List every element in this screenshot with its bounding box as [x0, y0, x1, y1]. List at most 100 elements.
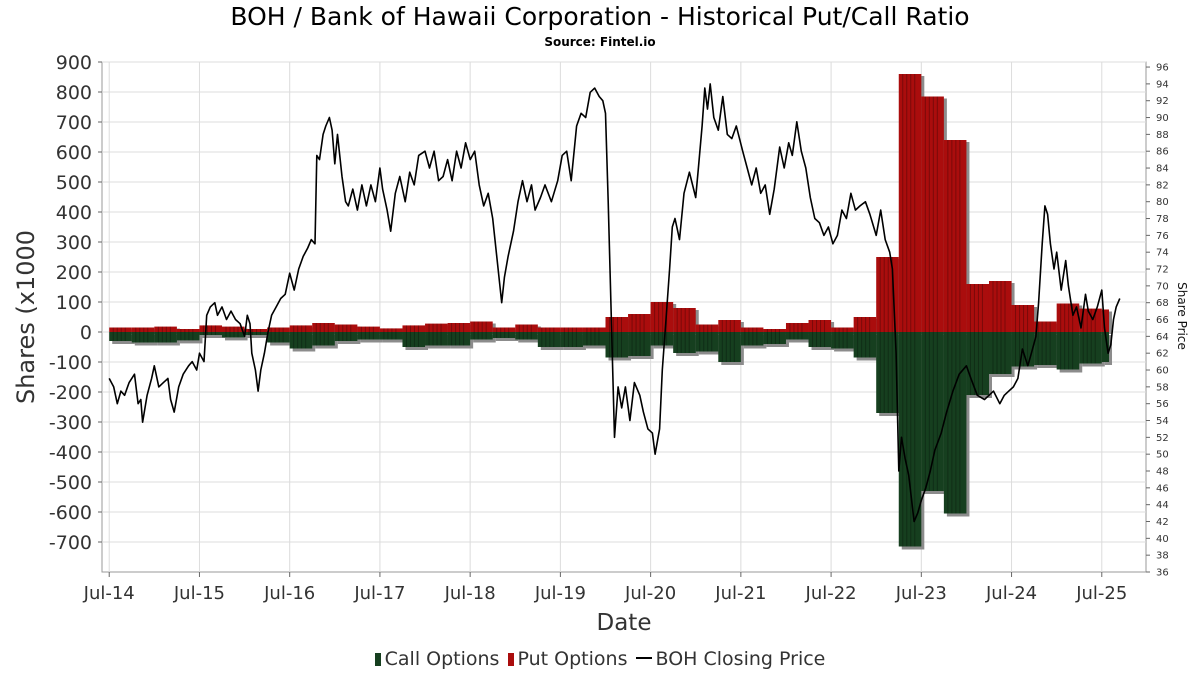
- x-tick-label: Jul-19: [534, 583, 586, 604]
- x-tick-label: Jul-20: [624, 583, 676, 604]
- call-bar: [560, 332, 583, 347]
- put-bar: [673, 308, 696, 332]
- call-bar: [1101, 332, 1110, 362]
- call-bar: [470, 332, 493, 340]
- call-bar: [966, 332, 989, 395]
- call-bar: [1056, 332, 1080, 370]
- x-tick-label: Jul-14: [83, 583, 135, 604]
- x-tick-label: Jul-23: [895, 583, 947, 604]
- put-bar: [988, 281, 1012, 332]
- y2-tick-label: 60: [1156, 366, 1169, 377]
- put-bar: [402, 325, 426, 332]
- call-bar: [1034, 332, 1057, 365]
- y2-tick-label: 48: [1156, 467, 1169, 478]
- put-bar: [718, 320, 741, 332]
- y-tick-label: -200: [49, 382, 92, 404]
- put-bar: [176, 329, 200, 332]
- call-bar: [334, 332, 358, 341]
- legend-label-price: BOH Closing Price: [655, 648, 826, 670]
- call-bar: [109, 332, 132, 341]
- call-bar: [582, 332, 606, 346]
- put-bar: [425, 323, 448, 332]
- y2-tick-label: 90: [1156, 113, 1169, 124]
- put-bar: [1056, 303, 1080, 332]
- call-bar: [312, 332, 335, 346]
- y-tick-label: 100: [56, 292, 92, 314]
- bar-shadow: [247, 335, 271, 338]
- y2-tick-label: 86: [1156, 147, 1169, 158]
- put-bar: [628, 314, 651, 332]
- y2-tick-label: 94: [1156, 79, 1169, 90]
- call-bar: [921, 332, 944, 491]
- y-tick-label: -500: [49, 472, 92, 494]
- x-tick-label: Jul-16: [263, 583, 315, 604]
- y-tick-label: 200: [56, 262, 92, 284]
- put-bar: [334, 324, 358, 332]
- put-bar: [109, 327, 132, 332]
- y-tick-label: 900: [56, 52, 92, 74]
- call-bar: [447, 332, 471, 346]
- y2-tick-label: 82: [1156, 180, 1169, 191]
- x-tick-label: Jul-25: [1075, 583, 1127, 604]
- put-bar: [943, 140, 967, 332]
- y-tick-label: -100: [49, 352, 92, 374]
- call-bar: [876, 332, 899, 413]
- y2-tick-label: 74: [1156, 248, 1169, 259]
- y-tick-label: 800: [56, 82, 92, 104]
- y2-tick-label: 64: [1156, 332, 1169, 343]
- call-bar: [695, 332, 719, 352]
- put-swatch: [507, 653, 514, 666]
- put-bar: [763, 329, 786, 332]
- put-bar: [154, 326, 177, 332]
- y2-tick-label: 46: [1156, 483, 1169, 494]
- call-bar: [515, 332, 538, 340]
- x-axis-title: Date: [597, 610, 652, 636]
- y2-tick-label: 76: [1156, 231, 1169, 242]
- call-bar: [808, 332, 832, 347]
- y2-tick-label: 44: [1156, 500, 1169, 511]
- call-bar: [943, 332, 967, 514]
- call-bar: [650, 332, 674, 346]
- y2-tick-label: 84: [1156, 164, 1169, 175]
- y-tick-label: -600: [49, 502, 92, 524]
- put-bar: [515, 324, 538, 332]
- call-bar: [199, 332, 223, 335]
- chart-legend: Call Options Put Options BOH Closing Pri…: [0, 648, 1200, 670]
- put-bar: [244, 329, 268, 332]
- call-bar: [289, 332, 313, 349]
- bar-shadow: [202, 335, 226, 338]
- put-bar: [921, 96, 944, 332]
- put-bar: [131, 327, 155, 332]
- call-swatch: [374, 653, 381, 666]
- legend-label-calls: Call Options: [384, 648, 500, 670]
- put-bar: [492, 327, 516, 332]
- legend-item-price: BOH Closing Price: [635, 648, 826, 670]
- call-bar: [492, 332, 516, 338]
- y-tick-label: 500: [56, 172, 92, 194]
- put-bar: [470, 321, 493, 332]
- y2-axis-title: Share Price: [1175, 282, 1189, 350]
- x-tick-label: Jul-18: [444, 583, 496, 604]
- put-bar: [357, 326, 380, 332]
- call-bar: [357, 332, 380, 340]
- put-bar: [1011, 305, 1035, 332]
- y2-tick-label: 66: [1156, 315, 1169, 326]
- call-bar: [267, 332, 290, 343]
- put-bar: [582, 327, 606, 332]
- call-bar: [988, 332, 1012, 374]
- y2-tick-label: 80: [1156, 197, 1169, 208]
- call-bar: [244, 332, 268, 335]
- legend-item-calls: Call Options: [374, 648, 500, 670]
- y2-tick-label: 56: [1156, 399, 1169, 410]
- put-bar: [267, 327, 290, 332]
- put-bar: [605, 317, 629, 332]
- call-bar: [425, 332, 448, 346]
- y2-tick-label: 72: [1156, 265, 1169, 276]
- price-line-swatch: [635, 657, 652, 659]
- call-bar: [222, 332, 245, 338]
- call-bar: [605, 332, 629, 358]
- call-bar: [1079, 332, 1102, 364]
- put-bar: [898, 74, 922, 332]
- y2-tick-label: 50: [1156, 450, 1169, 461]
